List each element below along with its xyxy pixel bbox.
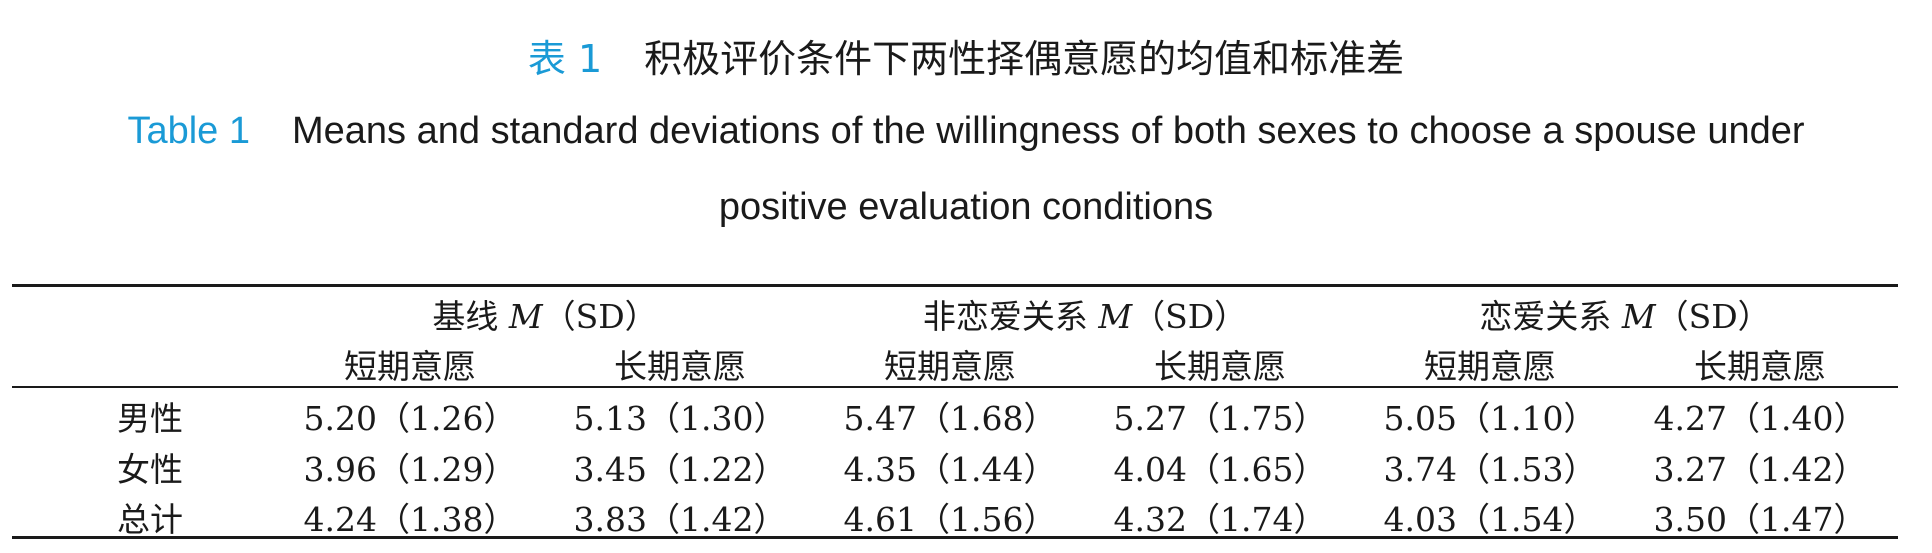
table-cell: 4.24（1.38）	[303, 500, 517, 539]
table-cell: 5.47（1.68）	[843, 399, 1057, 438]
caption-zh: 表 1 积极评价条件下两性择偶意愿的均值和标准差	[0, 28, 1932, 83]
group-header-non-romantic: 非恋爱关系 M（SD）	[922, 297, 1248, 336]
table-cell: 3.74（1.53）	[1383, 450, 1597, 489]
table-cell: 5.20（1.26）	[303, 399, 517, 438]
caption-en-title-line1: Means and standard deviations of the wil…	[292, 110, 1805, 152]
subheader: 短期意愿	[344, 347, 476, 386]
table-top-rule	[12, 284, 1898, 287]
subheader: 短期意愿	[884, 347, 1016, 386]
table-cell: 4.04（1.65）	[1113, 450, 1327, 489]
table-cell: 5.13（1.30）	[573, 399, 787, 438]
subheader: 长期意愿	[1694, 347, 1826, 386]
caption-zh-label: 表 1	[527, 37, 603, 81]
caption-en: Table 1 Means and standard deviations of …	[0, 110, 1932, 153]
caption-en-line2: positive evaluation conditions	[718, 186, 1214, 228]
table-cell: 4.03（1.54）	[1383, 500, 1597, 539]
table-cell: 3.27（1.42）	[1653, 450, 1867, 489]
table-cell: 5.27（1.75）	[1113, 399, 1327, 438]
table-bottom-rule	[12, 536, 1898, 539]
table-cell: 4.35（1.44）	[843, 450, 1057, 489]
table-cell: 4.27（1.40）	[1653, 399, 1867, 438]
table-cell: 3.96（1.29）	[303, 450, 517, 489]
group-header-romantic: 恋爱关系 M（SD）	[1479, 297, 1771, 336]
row-label-female: 女性	[117, 450, 183, 489]
table-cell: 4.61（1.56）	[843, 500, 1057, 539]
table-cell: 3.45（1.22）	[573, 450, 787, 489]
subheader: 长期意愿	[1154, 347, 1286, 386]
subheader: 长期意愿	[614, 347, 746, 386]
table-header-rule	[12, 386, 1898, 388]
caption-en-label: Table 1	[127, 110, 250, 152]
row-label-male: 男性	[117, 399, 183, 438]
group-header-baseline: 基线 M（SD）	[432, 297, 658, 336]
table-cell: 3.50（1.47）	[1653, 500, 1867, 539]
subheader: 短期意愿	[1424, 347, 1556, 386]
table-cell: 3.83（1.42）	[573, 500, 787, 539]
table-cell: 4.32（1.74）	[1113, 500, 1327, 539]
caption-zh-title: 积极评价条件下两性择偶意愿的均值和标准差	[644, 37, 1405, 81]
table-cell: 5.05（1.10）	[1383, 399, 1597, 438]
row-label-total: 总计	[117, 500, 183, 539]
